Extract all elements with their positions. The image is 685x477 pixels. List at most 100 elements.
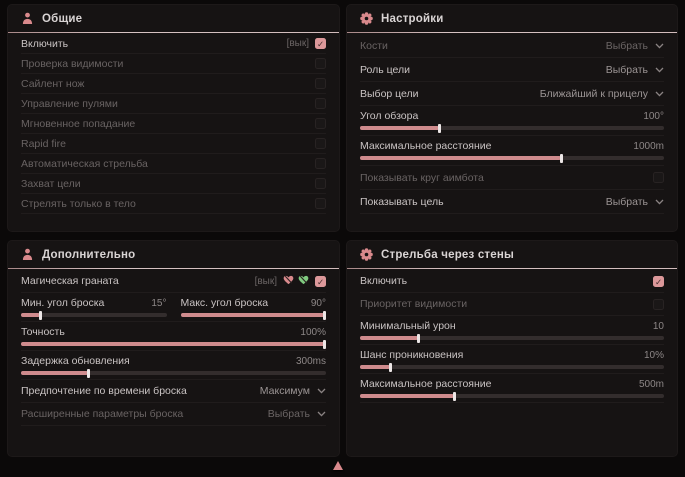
checkbox[interactable] xyxy=(315,78,326,89)
row-label: Выбор цели xyxy=(360,87,419,100)
checkbox[interactable] xyxy=(315,178,326,189)
dropdown[interactable]: Выбрать xyxy=(606,196,664,208)
slider-fill xyxy=(360,156,561,160)
slider-thumb[interactable] xyxy=(389,362,393,372)
chevron-down-icon xyxy=(655,67,664,73)
header-divider xyxy=(347,268,677,269)
dropdown[interactable]: Ближайший к прицелу xyxy=(540,88,664,100)
checkbox-row: Показывать круг аимбота xyxy=(360,166,664,190)
slider-value: 15° xyxy=(151,297,167,309)
slider-row: Шанс проникновения 10% xyxy=(360,345,664,374)
chevron-down-icon xyxy=(317,411,326,417)
slider-value: 500m xyxy=(638,378,664,390)
panel-general: Общие Включить [вык] ✓ Проверка видимости Са… xyxy=(8,5,339,231)
slider-track[interactable] xyxy=(21,310,167,320)
dropdown-row: Кости Выбрать xyxy=(360,34,664,58)
dropdown-value: Выбрать xyxy=(605,39,648,52)
slider-fill xyxy=(21,371,89,375)
row-label: Захват цели xyxy=(21,177,81,190)
dropdown-value: Выбрать xyxy=(605,63,648,76)
dropdown[interactable]: Максимум xyxy=(260,385,326,397)
dropdown[interactable]: Выбрать xyxy=(268,408,326,420)
checkbox-row: Захват цели xyxy=(21,174,326,194)
checkbox[interactable] xyxy=(653,172,664,183)
checkbox-row: Rapid fire xyxy=(21,134,326,154)
slider-thumb[interactable] xyxy=(453,391,457,401)
panel-title: Стрельба через стены xyxy=(381,248,515,261)
checkbox[interactable]: ✓ xyxy=(315,275,326,287)
row-label: Роль цели xyxy=(360,63,411,76)
state-label: [вык] xyxy=(286,38,309,49)
green-heart-icon[interactable] xyxy=(298,272,309,290)
slider-track[interactable] xyxy=(21,368,326,378)
checkbox[interactable] xyxy=(315,118,326,129)
panel-additional: Дополнительно Магическая граната [вык] ✓ Ми… xyxy=(8,241,339,456)
dropdown-row: Выбор цели Ближайший к прицелу xyxy=(360,82,664,106)
header-divider xyxy=(347,32,677,33)
header-divider xyxy=(8,32,339,33)
row-label: Приоритет видимости xyxy=(360,298,468,310)
checkbox-row: Проверка видимости xyxy=(21,54,326,74)
row-right: [вык] ✓ xyxy=(287,38,326,49)
slider-thumb[interactable] xyxy=(323,310,326,320)
dropdown[interactable]: Выбрать xyxy=(606,40,664,52)
slider-track[interactable] xyxy=(360,362,664,372)
grenade-icons xyxy=(283,272,309,290)
slider-row: Мин. угол броска 15° xyxy=(21,293,167,321)
row-right xyxy=(315,158,326,169)
slider-row: Максимальное расстояние 500m xyxy=(360,374,664,403)
dropdown-row: Расширенные параметры броска Выбрать xyxy=(21,403,326,426)
gear-icon xyxy=(360,12,373,25)
slider-thumb[interactable] xyxy=(323,339,326,349)
slider-track[interactable] xyxy=(360,333,664,343)
checkbox[interactable]: ✓ xyxy=(315,38,326,49)
slider-value: 100% xyxy=(300,326,326,338)
slider-caption: Минимальный урон 10 xyxy=(360,319,664,333)
row-right: ✓ xyxy=(653,275,664,287)
slider-thumb[interactable] xyxy=(38,310,42,320)
slider-row: Угол обзора 100° xyxy=(360,106,664,136)
slider-label: Мин. угол броска xyxy=(21,297,105,309)
slider-thumb[interactable] xyxy=(416,333,420,343)
slider-track[interactable] xyxy=(360,153,664,163)
slider-thumb[interactable] xyxy=(438,123,442,133)
row-right xyxy=(315,138,326,149)
row-label: Показывать цель xyxy=(360,195,444,208)
row-right xyxy=(653,172,664,183)
checkbox[interactable] xyxy=(315,158,326,169)
row-right xyxy=(653,298,664,310)
checkbox[interactable]: ✓ xyxy=(653,275,664,287)
checkbox[interactable] xyxy=(315,58,326,69)
slider-track[interactable] xyxy=(21,339,326,349)
panel-header: Стрельба через стены xyxy=(347,241,677,268)
slider-thumb[interactable] xyxy=(87,368,91,378)
checkbox-row: Сайлент нож xyxy=(21,74,326,94)
row-label: Управление пулями xyxy=(21,97,118,110)
panel-title: Дополнительно xyxy=(42,248,136,261)
checkbox[interactable] xyxy=(315,138,326,149)
slider-row: Максимальное расстояние 1000m xyxy=(360,136,664,166)
row-label: Автоматическая стрельба xyxy=(21,157,148,170)
row-right xyxy=(315,178,326,189)
slider-track[interactable] xyxy=(360,123,664,133)
row-right: [вык] ✓ xyxy=(255,272,326,290)
row-label: Магическая граната xyxy=(21,275,119,287)
slider-label: Максимальное расстояние xyxy=(360,140,492,152)
slider-track[interactable] xyxy=(180,310,326,320)
dropdown[interactable]: Выбрать xyxy=(606,64,664,76)
slider-label: Минимальный урон xyxy=(360,320,456,332)
checkbox[interactable] xyxy=(653,298,664,310)
checkbox-row: Стрелять только в тело xyxy=(21,194,326,214)
row-right xyxy=(315,78,326,89)
checkbox[interactable] xyxy=(315,98,326,109)
slider-fill xyxy=(360,394,455,398)
checkbox[interactable] xyxy=(315,198,326,209)
slider-value: 10 xyxy=(652,320,664,332)
dropdown-value: Выбрать xyxy=(267,408,310,420)
slider-value: 10% xyxy=(643,349,664,361)
slider-caption: Максимальное расстояние 1000m xyxy=(360,139,664,153)
broken-heart-icon[interactable] xyxy=(283,272,294,290)
slider-track[interactable] xyxy=(360,391,664,401)
slider-row: Макс. угол броска 90° xyxy=(180,293,326,321)
slider-thumb[interactable] xyxy=(559,153,563,163)
